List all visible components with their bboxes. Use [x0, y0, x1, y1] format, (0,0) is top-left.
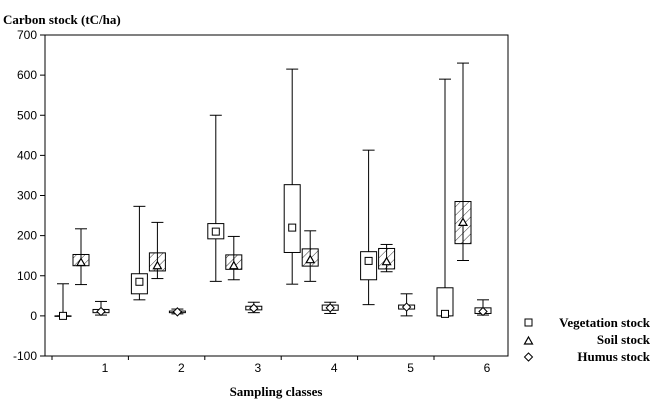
legend-label-soil: Soil stock [597, 332, 651, 347]
legend-label-humus: Humus stock [577, 349, 650, 364]
x-tick-label: 3 [254, 361, 261, 375]
legend-item-vegetation: Vegetation stock [524, 315, 651, 330]
y-tick-label: 400 [17, 148, 37, 162]
median-diamond-marker [478, 306, 488, 317]
x-tick-label: 2 [178, 361, 185, 375]
y-tick-label: 300 [17, 189, 37, 203]
y-tick-label: -100 [13, 349, 37, 363]
y-tick-label: 200 [17, 229, 37, 243]
y-tick-label: 700 [17, 28, 37, 42]
median-triangle-marker [381, 256, 392, 266]
x-tick-label: 6 [484, 361, 491, 375]
median-triangle-marker [305, 254, 316, 264]
x-tick-label: 1 [102, 361, 109, 375]
square-marker-icon [524, 318, 533, 327]
median-diamond-marker [96, 306, 106, 317]
median-diamond-marker [249, 303, 259, 313]
box-body [283, 184, 301, 253]
median-diamond-marker [172, 307, 183, 317]
x-tick-label: 4 [331, 361, 338, 375]
x-axis: 1 2 3 4 5 6 [51, 356, 491, 375]
median-square-marker [59, 311, 67, 320]
x-axis-title: Sampling classes [230, 384, 323, 399]
x-tick-label: 5 [407, 361, 414, 375]
median-square-marker [288, 223, 297, 232]
median-square-marker [135, 277, 144, 286]
diamond-marker-icon [523, 352, 534, 362]
legend-label-vegetation: Vegetation stock [559, 315, 651, 330]
median-diamond-marker [401, 302, 412, 312]
box-body [360, 251, 378, 281]
y-tick-label: 100 [17, 269, 37, 283]
y-axis: -100 0 100 200 300 400 500 600 700 [13, 28, 45, 363]
box-series-group [54, 62, 492, 320]
triangle-marker-icon [523, 335, 534, 345]
y-tick-label: 500 [17, 108, 37, 122]
median-triangle-marker [75, 257, 87, 267]
y-axis-title: Carbon stock (tC/ha) [3, 12, 121, 27]
median-triangle-marker [228, 260, 239, 270]
median-triangle-marker [457, 217, 469, 226]
median-square-marker [441, 309, 449, 318]
legend: Vegetation stock Soil stock Humus stock [523, 315, 651, 364]
median-diamond-marker [325, 303, 335, 313]
median-square-marker [364, 256, 373, 265]
y-tick-label: 600 [17, 68, 37, 82]
y-tick-label: 0 [30, 309, 37, 323]
median-triangle-marker [152, 260, 163, 270]
legend-item-soil: Soil stock [523, 332, 651, 347]
legend-item-humus: Humus stock [523, 349, 651, 364]
median-square-marker [211, 227, 220, 236]
